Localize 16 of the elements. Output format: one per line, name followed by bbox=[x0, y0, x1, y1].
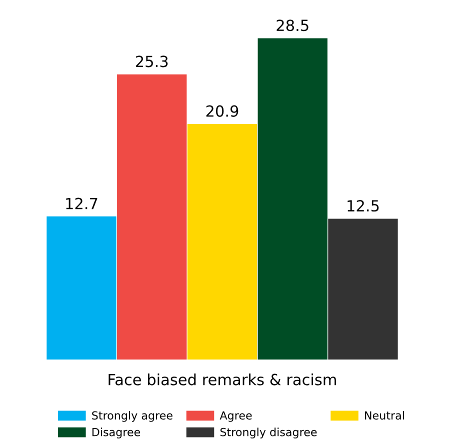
legend-label: Agree bbox=[220, 411, 252, 422]
data-label: 25.3 bbox=[136, 56, 168, 68]
legend-label: Strongly agree bbox=[92, 411, 172, 422]
bar bbox=[187, 124, 258, 360]
x-axis-title: Face biased remarks & racism bbox=[108, 374, 336, 386]
bar bbox=[46, 216, 116, 360]
legend-label: Strongly disagree bbox=[220, 428, 317, 438]
bar bbox=[328, 218, 398, 360]
data-label: 28.5 bbox=[276, 20, 308, 32]
data-label: 12.7 bbox=[66, 198, 98, 210]
bar bbox=[117, 74, 187, 360]
legend-label: Neutral bbox=[365, 411, 404, 420]
data-label: 12.5 bbox=[348, 200, 379, 212]
bar bbox=[258, 38, 328, 360]
legend-label: Disagree bbox=[92, 428, 140, 438]
data-label: 20.9 bbox=[206, 105, 238, 117]
